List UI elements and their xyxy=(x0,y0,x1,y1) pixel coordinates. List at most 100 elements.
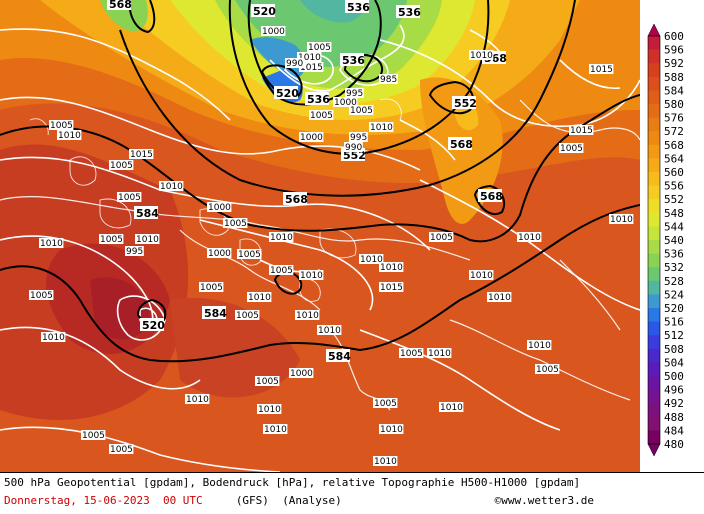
pressure-label: 1010 xyxy=(369,122,394,133)
svg-text:1005: 1005 xyxy=(308,43,331,53)
geo-label: 536 xyxy=(345,0,370,14)
svg-text:1005: 1005 xyxy=(50,121,73,131)
svg-text:1005: 1005 xyxy=(536,365,559,375)
svg-text:1010: 1010 xyxy=(58,131,81,141)
pressure-label: 1010 xyxy=(427,348,452,359)
svg-text:568: 568 xyxy=(285,193,308,206)
svg-text:584: 584 xyxy=(328,350,351,363)
pressure-label: 1005 xyxy=(309,110,334,121)
geo-label: 584 xyxy=(134,206,159,220)
caption-meta: Donnerstag, 15-06-2023 00 UTC (GFS) (Ana… xyxy=(4,494,342,507)
legend-tick-label: 556 xyxy=(664,180,684,193)
legend-swatch xyxy=(648,294,660,309)
svg-text:520: 520 xyxy=(142,319,165,332)
svg-text:1010: 1010 xyxy=(374,457,397,467)
copyright-icon: © xyxy=(494,494,502,507)
pressure-label: 1005 xyxy=(223,218,248,229)
pressure-label: 1010 xyxy=(527,340,552,351)
svg-text:1005: 1005 xyxy=(236,311,259,321)
svg-text:1015: 1015 xyxy=(300,63,323,73)
svg-text:520: 520 xyxy=(276,87,299,100)
legend-tick-label: 588 xyxy=(664,71,684,84)
legend-arrow-top xyxy=(647,23,661,37)
pressure-label: 990 xyxy=(285,58,304,69)
svg-text:1010: 1010 xyxy=(470,51,493,61)
legend-tick-label: 512 xyxy=(664,329,684,342)
svg-text:1010: 1010 xyxy=(528,341,551,351)
pressure-label: 1000 xyxy=(261,26,286,37)
legend-swatch xyxy=(648,430,660,445)
svg-text:1010: 1010 xyxy=(440,403,463,413)
pressure-label: 1015 xyxy=(379,282,404,293)
svg-text:1010: 1010 xyxy=(186,395,209,405)
svg-text:995: 995 xyxy=(346,89,363,99)
svg-text:536: 536 xyxy=(347,1,370,14)
legend-tick-label: 600 xyxy=(664,30,684,43)
svg-text:1005: 1005 xyxy=(118,193,141,203)
legend-tick-label: 508 xyxy=(664,343,684,356)
legend-tick-label: 548 xyxy=(664,207,684,220)
pressure-label: 1010 xyxy=(263,424,288,435)
legend-swatch xyxy=(648,321,660,336)
legend-tick-label: 500 xyxy=(664,370,684,383)
svg-text:552: 552 xyxy=(454,97,477,110)
pressure-label: 1005 xyxy=(255,376,280,387)
pressure-label: 1010 xyxy=(469,270,494,281)
pressure-label: 1005 xyxy=(399,348,424,359)
legend-swatch xyxy=(648,335,660,350)
pressure-label: 1005 xyxy=(109,160,134,171)
svg-text:1010: 1010 xyxy=(360,255,383,265)
pressure-label: 1005 xyxy=(269,265,294,276)
pressure-label: 1005 xyxy=(429,232,454,243)
svg-text:1010: 1010 xyxy=(248,293,271,303)
legend-swatch xyxy=(648,104,660,119)
legend-tick-label: 520 xyxy=(664,302,684,315)
svg-text:1000: 1000 xyxy=(300,133,323,143)
legend-tick-label: 484 xyxy=(664,424,684,437)
svg-text:1010: 1010 xyxy=(488,293,511,303)
pressure-label: 1000 xyxy=(333,97,358,108)
pressure-label: 1005 xyxy=(535,364,560,375)
svg-text:1005: 1005 xyxy=(430,233,453,243)
svg-text:568: 568 xyxy=(109,0,132,11)
pressure-label: 1010 xyxy=(295,310,320,321)
legend-swatch xyxy=(648,376,660,391)
caption-description: 500 hPa Geopotential [gpdam], Bodendruck… xyxy=(4,476,581,489)
pressure-label: 1005 xyxy=(81,430,106,441)
svg-text:1010: 1010 xyxy=(428,349,451,359)
svg-text:995: 995 xyxy=(126,247,143,257)
svg-text:1005: 1005 xyxy=(82,431,105,441)
legend-arrow-bottom xyxy=(647,443,661,457)
svg-text:1010: 1010 xyxy=(370,123,393,133)
legend-swatch xyxy=(648,144,660,159)
svg-text:1010: 1010 xyxy=(136,235,159,245)
pressure-label: 1010 xyxy=(373,456,398,467)
pressure-label: 1015 xyxy=(569,125,594,136)
svg-text:1015: 1015 xyxy=(380,283,403,293)
legend-tick-label: 528 xyxy=(664,275,684,288)
svg-text:1010: 1010 xyxy=(270,233,293,243)
legend-swatch xyxy=(648,416,660,431)
legend-tick-label: 532 xyxy=(664,261,684,274)
pressure-label: 1005 xyxy=(559,143,584,154)
legend-tick-label: 492 xyxy=(664,397,684,410)
pressure-label: 990 xyxy=(344,142,363,153)
svg-text:1000: 1000 xyxy=(334,98,357,108)
legend-tick-label: 552 xyxy=(664,193,684,206)
svg-text:1010: 1010 xyxy=(258,405,281,415)
svg-text:1010: 1010 xyxy=(264,425,287,435)
legend-tick-label: 560 xyxy=(664,166,684,179)
geo-label: 536 xyxy=(305,92,330,106)
svg-text:1005: 1005 xyxy=(256,377,279,387)
legend-tick-label: 504 xyxy=(664,356,684,369)
legend-tick-label: 540 xyxy=(664,234,684,247)
caption-date: Donnerstag, 15-06-2023 00 UTC xyxy=(4,494,203,507)
legend-tick-label: 524 xyxy=(664,288,684,301)
svg-text:1010: 1010 xyxy=(298,53,321,63)
pressure-label: 1000 xyxy=(289,368,314,379)
geo-label: 520 xyxy=(251,4,276,18)
legend-swatch xyxy=(648,348,660,363)
credit-link[interactable]: ©www.wetter3.de xyxy=(495,494,594,507)
geo-label: 520 xyxy=(140,318,165,332)
svg-text:1005: 1005 xyxy=(374,399,397,409)
